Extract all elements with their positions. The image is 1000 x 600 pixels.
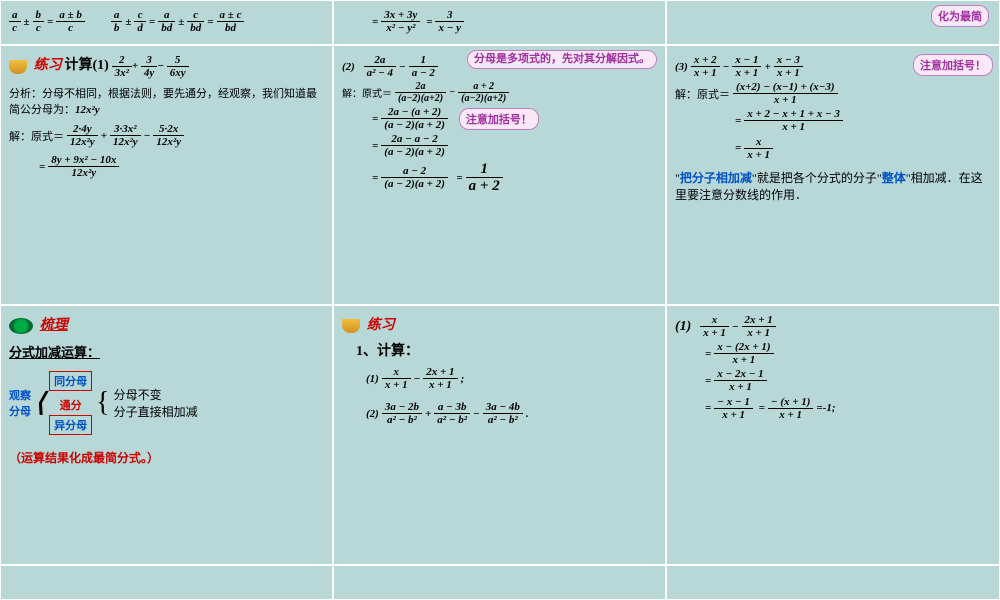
cell-r3-c3 — [666, 565, 1000, 600]
summary-label: 梳理 — [40, 318, 68, 333]
eye-icon — [9, 318, 33, 334]
final-ans: =-1; — [816, 402, 835, 414]
p22: (2) — [366, 408, 379, 420]
obs1: 观察 — [9, 387, 31, 403]
eq-ab-c: ac± bc= a ± bc ab± cd= abd± cbd= a ± cbd — [9, 9, 324, 34]
p21: (1) — [366, 373, 379, 385]
practice-label-2: 练习 — [367, 318, 395, 333]
cell-r0-c3: 化为最简 — [666, 0, 1000, 45]
trophy-icon-2 — [342, 319, 360, 333]
cell-r0-c2: = 3x + 3yx² − y² = 3x − y — [333, 0, 666, 45]
calc-title2: 1、计算： — [356, 340, 657, 360]
obs2: 分母 — [9, 403, 31, 419]
callout-paren3: 注意加括号！ — [913, 54, 993, 76]
trophy-icon — [9, 60, 27, 74]
callout-factor: 分母是多项式的，先对其分解因式。 — [467, 50, 657, 69]
callout-paren: 注意加括号！ — [459, 108, 539, 130]
rule2: 分子直接相加减 — [114, 403, 198, 420]
same-denom: 同分母 — [54, 376, 87, 388]
badge-simplify: 化为最简 — [931, 5, 989, 27]
cell-r2-c1: 梳理 分式加减运算： 观察 分母 ⟨ 同分母 通分 异分母 { 分母不变 分子直… — [0, 305, 333, 565]
prob2-num: (2) — [342, 61, 355, 73]
cell-r3-c2 — [333, 565, 666, 600]
sol-prefix2: 解：原式＝ — [342, 85, 392, 100]
common-denom: 12x²y — [75, 104, 100, 116]
cell-r3-c1 — [0, 565, 333, 600]
eq-3x3y: = 3x + 3yx² − y² = 3x − y — [342, 9, 657, 34]
summary-title: 分式加减运算： — [9, 342, 324, 361]
cell-r0-c1: ac± bc= a ± bc ab± cd= abd± cbd= a ± cbd — [0, 0, 333, 45]
tongfen: 通分 — [49, 397, 92, 413]
rule1: 分母不变 — [114, 386, 198, 403]
analysis-text: 分析：分母不相同，根据法则，要先通分，经观察，我们知道最简公分母为： — [9, 88, 317, 116]
sol-prefix3: 解：原式＝ — [675, 86, 730, 102]
prob3-num: (3) — [675, 61, 688, 73]
cell-r1-c2: 分母是多项式的，先对其分解因式。 (2) 2aa² − 4− 1a − 2 解：… — [333, 45, 666, 305]
cell-r2-c3: (1) xx + 1− 2x + 1x + 1 = x − (2x + 1)x … — [666, 305, 1000, 565]
calc-title: 计算(1) — [65, 58, 109, 73]
diff-denom: 异分母 — [54, 420, 87, 432]
note-text: "把分子相加减"就是把各个分式的分子"整体"相加减．在这里要注意分数线的作用． — [675, 169, 991, 203]
practice-label: 练习 — [34, 58, 62, 73]
cell-r2-c2: 练习 1、计算： (1) xx + 1− 2x + 1x + 1; (2) 3a… — [333, 305, 666, 565]
cell-r1-c1: 练习 计算(1) 23x²+ 34y− 56xy 分析：分母不相同，根据法则，要… — [0, 45, 333, 305]
cell-r1-c3: 注意加括号！ (3) x + 2x + 1− x − 1x + 1+ x − 3… — [666, 45, 1000, 305]
p31: (1) — [675, 319, 691, 335]
sol-prefix1: 解：原式＝ — [9, 128, 64, 144]
result-note: （运算结果化成最简分式。） — [9, 449, 324, 466]
